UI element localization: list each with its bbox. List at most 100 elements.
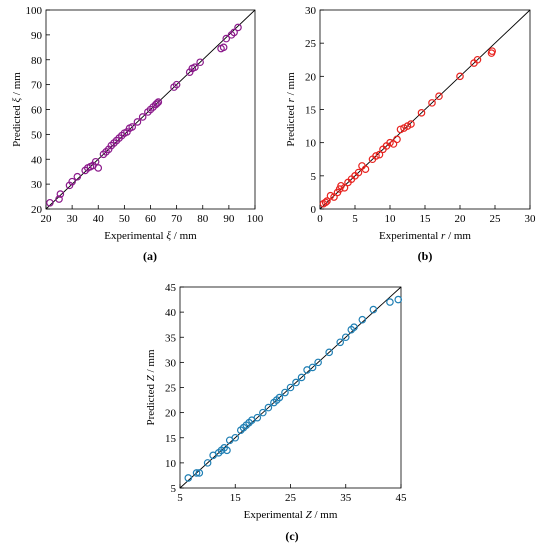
x-tick-label: 15 [230, 492, 242, 504]
x-axis-label: Experimental Z / mm [244, 509, 338, 521]
y-tick-label: 45 [165, 282, 177, 294]
y-tick-label: 20 [165, 408, 177, 420]
data-point [428, 99, 436, 107]
x-tick-label: 50 [119, 213, 131, 225]
data-point [264, 403, 273, 412]
data-point [94, 164, 103, 172]
x-tick-label: 20 [455, 213, 467, 225]
x-tick-label: 25 [285, 492, 297, 504]
data-point [407, 120, 415, 128]
y-tick-label: 100 [26, 5, 43, 17]
data-point [275, 393, 284, 402]
x-tick-label: 5 [352, 213, 358, 225]
data-point [192, 469, 201, 477]
data-point [435, 92, 443, 101]
y-tick-label: 30 [165, 357, 177, 369]
x-tick-label: 25 [490, 213, 502, 225]
data-point [354, 168, 363, 177]
data-point [55, 195, 63, 203]
data-point [394, 295, 403, 304]
chart-panel-3: 5 15 25 35 45 5 10 15 20 25 30 35 40 45 Experimental Z… [145, 282, 407, 543]
y-tick-label: 30 [305, 5, 317, 17]
data-point [336, 338, 345, 347]
data-point [46, 198, 54, 207]
panel-label: (c) [285, 529, 298, 543]
y-tick-label: 0 [311, 204, 317, 216]
x-tick-label: 35 [340, 492, 352, 504]
data-point [286, 383, 295, 392]
y-tick-label: 5 [311, 171, 317, 183]
data-point [292, 378, 300, 387]
y-axis-label: Predicted ξ / mm [11, 72, 23, 147]
data-point [184, 474, 193, 482]
data-point [386, 138, 394, 147]
data-point [350, 323, 358, 332]
x-axis-label: Experimental ξ / mm [104, 230, 197, 242]
reference-line [319, 9, 531, 210]
data-point [222, 34, 231, 43]
y-tick-label: 20 [305, 71, 317, 83]
y-tick-label: 90 [31, 30, 43, 42]
y-tick-label: 15 [165, 433, 177, 445]
panel-label: (b) [418, 249, 433, 263]
chart-panel-1: 20 30 40 50 60 70 80 90 100 20 30 40 50 60 70 80 90 100 Ex… [11, 5, 264, 263]
data-point [321, 198, 330, 207]
y-tick-label: 50 [31, 129, 43, 141]
x-tick-label: 10 [385, 213, 397, 225]
data-point [341, 333, 350, 342]
y-tick-label: 40 [31, 154, 43, 166]
y-tick-label: 80 [31, 55, 43, 67]
x-tick-label: 20 [41, 213, 53, 225]
x-tick-label: 100 [247, 213, 264, 225]
x-tick-label: 60 [145, 213, 157, 225]
x-tick-label: 40 [93, 213, 105, 225]
y-tick-label: 5 [171, 483, 177, 495]
data-point [393, 135, 401, 144]
data-point [234, 23, 242, 32]
data-point [191, 63, 199, 72]
data-point [68, 177, 76, 186]
data-point [417, 109, 426, 117]
panel-label: (a) [143, 249, 157, 263]
x-tick-label: 5 [177, 492, 183, 504]
y-tick-label: 30 [31, 179, 43, 191]
y-tick-label: 40 [165, 307, 177, 319]
data-point [203, 459, 212, 467]
y-tick-label: 10 [305, 138, 317, 150]
data-point [375, 150, 384, 159]
x-tick-label: 15 [420, 213, 432, 225]
y-tick-label: 10 [165, 458, 177, 470]
data-point [473, 55, 482, 64]
data-point [195, 469, 204, 477]
y-tick-label: 60 [31, 105, 43, 117]
data-point [223, 446, 231, 455]
y-axis-label: Predicted Z / mm [145, 349, 157, 426]
data-point [314, 358, 322, 367]
x-tick-label: 30 [525, 213, 537, 225]
data-point [340, 183, 349, 192]
data-point [369, 305, 378, 314]
data-point [73, 172, 82, 181]
data-point [281, 388, 289, 397]
x-tick-label: 80 [197, 213, 209, 225]
x-axis-label: Experimental r / mm [379, 230, 471, 242]
data-point [253, 413, 262, 422]
x-tick-label: 70 [171, 213, 183, 225]
data-point [133, 118, 142, 126]
x-tick-label: 45 [396, 492, 408, 504]
y-tick-label: 15 [305, 105, 317, 117]
data-point [219, 43, 228, 52]
data-point [456, 72, 464, 81]
y-tick-label: 70 [31, 80, 43, 92]
data-point [138, 113, 147, 121]
y-tick-label: 35 [165, 332, 177, 344]
x-tick-label: 0 [317, 213, 323, 225]
data-point [323, 197, 331, 205]
reference-line [179, 286, 402, 489]
data-point [396, 125, 405, 134]
data-point [358, 315, 367, 324]
x-tick-label: 90 [223, 213, 235, 225]
data-point [196, 58, 204, 67]
x-tick-label: 30 [67, 213, 79, 225]
